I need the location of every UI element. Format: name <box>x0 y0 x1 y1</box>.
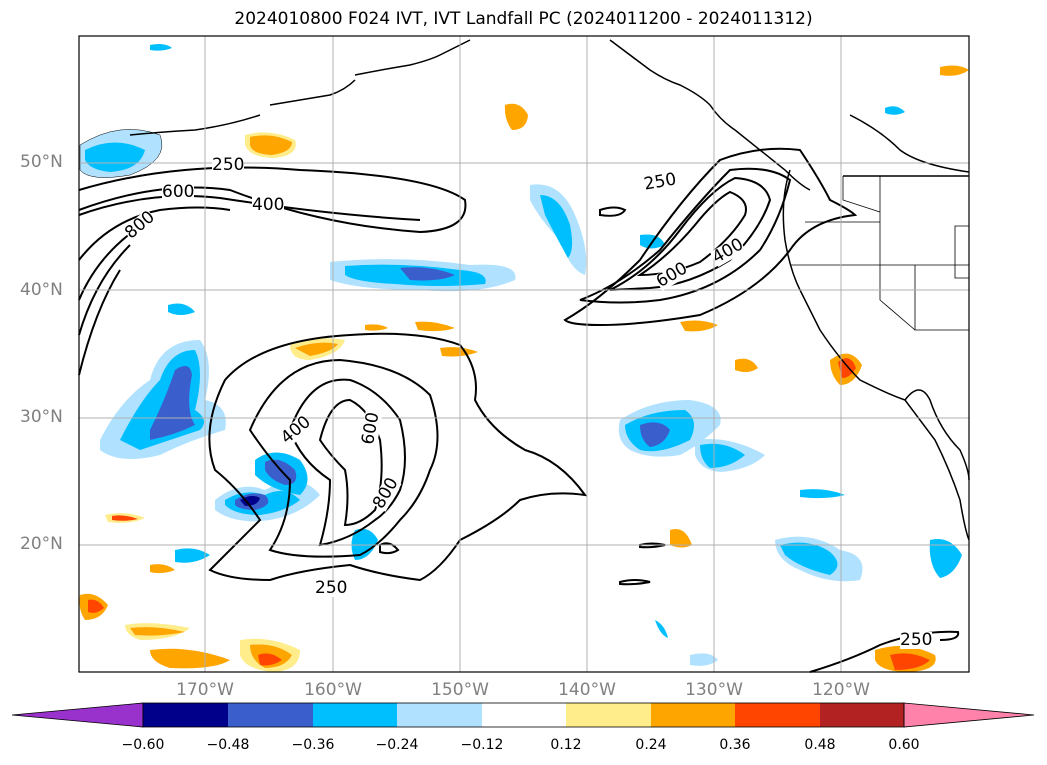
lon-label-130w: 130°W <box>685 680 743 700</box>
colorbar-tick: 0.24 <box>635 737 667 753</box>
lon-label-140w: 140°W <box>558 680 616 700</box>
negative-pc-shading <box>79 44 962 666</box>
colorbar-tick: −0.36 <box>291 737 335 753</box>
colorbar-segment <box>397 703 482 727</box>
lat-label-30n: 30°N <box>20 407 63 427</box>
lon-label-160w: 160°W <box>304 680 362 700</box>
map-frame <box>78 35 970 673</box>
colorbar-tick: −0.24 <box>375 737 419 753</box>
lat-label-20n: 20°N <box>20 534 63 554</box>
map-title: 2024010800 F024 IVT, IVT Landfall PC (20… <box>234 9 813 29</box>
colorbar-segment <box>735 703 820 727</box>
colorbar-segment <box>228 703 313 727</box>
positive-pc-shading <box>79 65 969 672</box>
contour-label: 600 <box>162 182 195 202</box>
colorbar-tick: 0.36 <box>719 737 751 753</box>
lon-label-170w: 170°W <box>176 680 234 700</box>
colorbar-segment <box>313 703 397 727</box>
colorbar-segment <box>820 703 904 727</box>
lon-label-150w: 150°W <box>431 680 489 700</box>
colorbar-tick: −0.48 <box>206 737 250 753</box>
colorbar-tick: 0.60 <box>888 737 920 753</box>
lon-label-120w: 120°W <box>812 680 870 700</box>
coastlines <box>129 39 970 541</box>
lat-label-40n: 40°N <box>20 280 63 300</box>
colorbar-segment <box>566 703 651 727</box>
colorbar <box>11 702 1035 728</box>
colorbar-segment <box>651 703 735 727</box>
colorbar-tick: −0.12 <box>460 737 504 753</box>
colorbar-tick: 0.12 <box>550 737 582 753</box>
colorbar-segment <box>482 703 566 727</box>
map-area <box>78 35 970 673</box>
contour-label: 250 <box>212 155 245 175</box>
contour-label: 250 <box>315 578 348 598</box>
colorbar-extend-max <box>903 702 1035 728</box>
lat-label-50n: 50°N <box>20 152 63 172</box>
colorbar-tick: 0.48 <box>804 737 836 753</box>
contour-label: 400 <box>252 195 285 215</box>
colorbar-segment <box>143 703 228 727</box>
colorbar-tick: −0.60 <box>121 737 165 753</box>
contour-label: 250 <box>900 630 933 650</box>
colorbar-extend-min <box>11 702 144 728</box>
